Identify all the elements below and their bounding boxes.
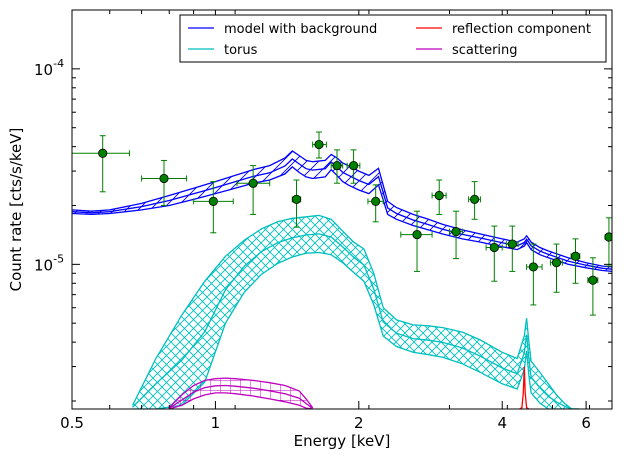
legend-label: scattering — [452, 43, 518, 58]
data-points — [72, 131, 612, 316]
scattering-median-line — [168, 384, 313, 409]
data-marker — [528, 262, 538, 272]
data-marker — [434, 190, 444, 201]
legend-box — [179, 14, 607, 63]
plot-background — [72, 10, 612, 409]
reflection-component-line — [519, 366, 530, 409]
data-marker — [314, 139, 324, 150]
data-marker — [570, 251, 581, 261]
data-marker — [451, 227, 461, 237]
y-tick-exponent: -5 — [53, 252, 64, 265]
legend-item-torus: torus — [188, 43, 258, 58]
y-tick-label: 10-4 — [34, 57, 64, 79]
data-marker — [159, 173, 169, 184]
legend-label: model with background — [224, 22, 377, 37]
scattering-band — [168, 377, 314, 409]
data-marker — [469, 194, 480, 204]
data-point-9 — [367, 184, 384, 223]
legend-label: reflection component — [452, 22, 591, 37]
data-point-4 — [236, 165, 271, 215]
axes: 0.5 1 2 4 6 10-5 10-4 — [34, 9, 613, 432]
legend-label: torus — [224, 43, 258, 58]
y-tick-exponent: -4 — [53, 57, 64, 70]
model-with-background-upper-line — [72, 150, 612, 268]
data-marker — [98, 148, 108, 158]
data-point-13 — [468, 181, 481, 220]
plot-frame — [71, 9, 613, 410]
y-axis-label: Count rate [cts/s/keV] — [7, 128, 25, 292]
x-tick-label: 4 — [497, 414, 507, 432]
data-marker — [551, 258, 562, 268]
scattering-upper-line — [168, 377, 314, 409]
data-point-1 — [72, 135, 130, 193]
data-point-6 — [312, 131, 327, 159]
legend-item-reflection-component: reflection component — [416, 22, 591, 37]
data-point-10 — [400, 210, 433, 272]
data-point-3 — [193, 181, 234, 234]
torus-band-fill — [132, 215, 580, 409]
data-point-11 — [431, 179, 447, 215]
data-marker — [348, 160, 359, 171]
data-point-20 — [604, 217, 612, 267]
data-marker — [489, 242, 499, 253]
model-with-background-band — [72, 150, 612, 273]
scattering-band-fill — [169, 378, 313, 409]
data-point-2 — [141, 159, 188, 206]
legend-item-model-with-background: model with background — [188, 22, 377, 37]
x-tick-label: 2 — [354, 414, 364, 432]
data-marker — [412, 229, 422, 240]
scattering-lower-line — [169, 392, 313, 409]
data-point-7 — [330, 149, 344, 184]
y-tick-label: 10-5 — [34, 252, 64, 274]
x-axis-label: Energy [keV] — [294, 432, 391, 450]
data-marker — [332, 160, 342, 171]
plot-area — [72, 131, 612, 409]
legend-item-scattering: scattering — [416, 43, 518, 58]
data-point-18 — [570, 238, 581, 284]
data-marker — [248, 178, 258, 188]
x-tick-label: 1 — [211, 414, 221, 432]
data-point-16 — [526, 243, 543, 306]
data-marker — [588, 275, 598, 285]
data-marker — [291, 194, 302, 204]
torus-lower-line — [132, 251, 580, 409]
x-tick-label: 0.5 — [60, 414, 84, 432]
torus-median-line — [132, 233, 580, 409]
x-tick-label: 6 — [581, 414, 591, 432]
data-point-19 — [587, 257, 599, 316]
data-point-14 — [485, 225, 503, 282]
data-point-17 — [549, 243, 563, 293]
data-point-5 — [291, 179, 302, 228]
model-with-background-median-line — [72, 158, 612, 270]
data-point-15 — [505, 225, 519, 272]
data-point-12 — [448, 210, 463, 260]
torus-band — [132, 214, 580, 409]
model-with-background-lower-line — [72, 166, 612, 273]
data-marker — [507, 239, 517, 249]
data-point-8 — [346, 149, 361, 184]
data-marker — [208, 196, 218, 206]
data-marker — [371, 196, 381, 206]
legend: model with background reflection componen… — [179, 14, 607, 63]
torus-upper-line — [132, 214, 580, 409]
data-marker — [604, 232, 612, 242]
